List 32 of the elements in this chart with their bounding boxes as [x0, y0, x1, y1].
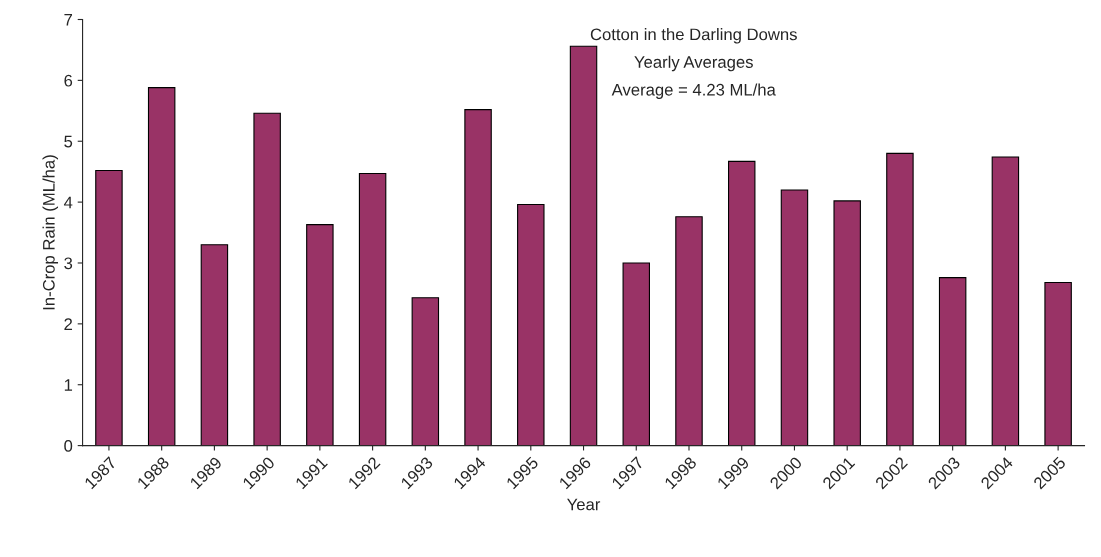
annotation: Yearly Averages [634, 55, 753, 72]
y-tick-label: 2 [64, 318, 73, 330]
bar [675, 216, 703, 446]
y-tick-label: 0 [64, 440, 73, 452]
bar [780, 189, 809, 446]
bar [1044, 281, 1072, 446]
bar [306, 224, 334, 446]
annotation: Cotton in the Darling Downs [590, 28, 797, 44]
bar [253, 112, 281, 446]
bar [411, 297, 440, 446]
bar [200, 244, 229, 446]
y-tick-label: 3 [64, 257, 73, 270]
bar [569, 45, 598, 446]
bar [938, 277, 967, 446]
annotation: Average = 4.23 ML/ha [611, 83, 776, 99]
y-tick-label: 6 [64, 74, 73, 87]
bar [517, 203, 545, 446]
y-axis-title: In-Crop Rain (ML/ha) [42, 155, 59, 310]
x-axis-title: Year [567, 498, 601, 511]
y-tick-label: 7 [64, 14, 73, 26]
y-tick-label: 1 [64, 379, 73, 391]
bar [991, 156, 1020, 446]
y-tick-label: 4 [63, 196, 73, 209]
bar [95, 169, 123, 446]
y-tick-label: 5 [64, 135, 73, 148]
bar [727, 160, 756, 446]
bar [622, 262, 651, 446]
bar [833, 200, 861, 446]
bar [358, 172, 387, 446]
bar [464, 109, 492, 446]
bar [147, 87, 176, 446]
bar [886, 152, 914, 446]
